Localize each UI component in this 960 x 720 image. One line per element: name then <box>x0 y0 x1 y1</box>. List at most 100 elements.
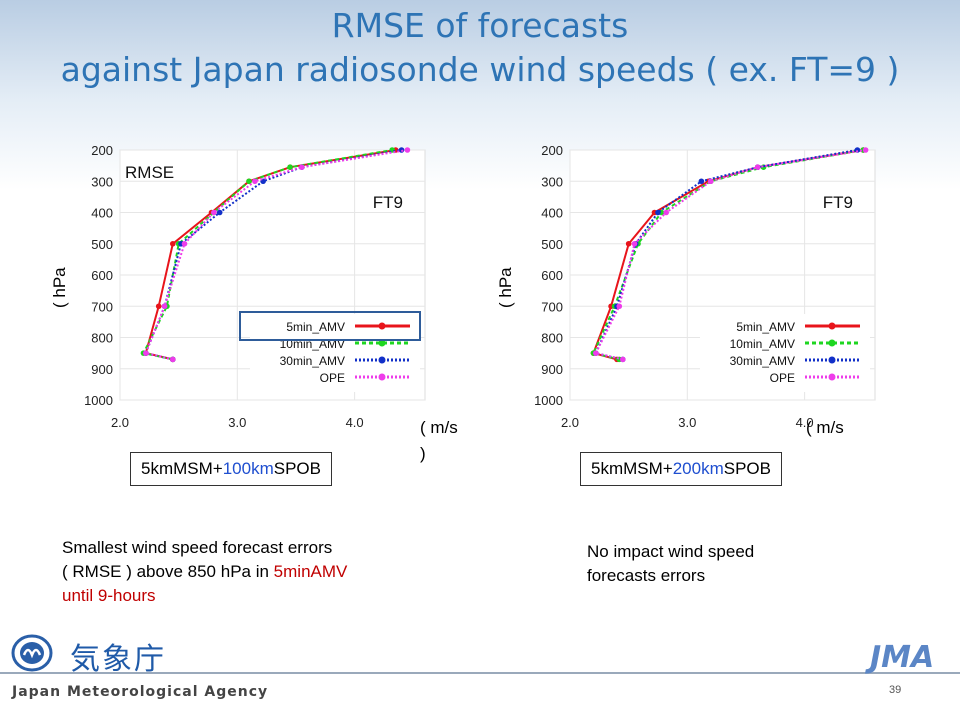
agency-kanji: 気象庁 <box>70 642 166 677</box>
y-tick-label: 700 <box>91 299 113 314</box>
slide-title: RMSE of forecasts against Japan radioson… <box>0 4 960 92</box>
x-tick-label: 3.0 <box>678 415 696 430</box>
y-tick-label: 800 <box>541 331 563 346</box>
legend-marker-OPE <box>828 373 836 381</box>
left-x-axis-label-tail: ) <box>420 444 426 463</box>
agency-name: Japan Meteorological Agency <box>12 684 269 700</box>
left-config-label: 5kmMSM+100kmSPOB <box>130 452 332 486</box>
right-config-suffix: SPOB <box>723 459 771 478</box>
legend-label-OPE: OPE <box>320 371 345 385</box>
legend-marker-30min_AMV <box>378 356 386 364</box>
title-line-2: against Japan radiosonde wind speeds ( e… <box>60 50 900 89</box>
x-tick-label: 4.0 <box>346 415 364 430</box>
legend-highlight-box <box>239 311 421 341</box>
data-point-OPE <box>754 164 761 170</box>
left-config-highlight: 100km <box>222 459 274 478</box>
data-point-5min_AMV <box>169 240 176 247</box>
y-tick-label: 200 <box>541 143 563 158</box>
chart-left-svg: 200 300 400 500 600 700 800 900 1000 2.0 3.0 4.0 RMS… <box>84 143 426 430</box>
data-point-OPE <box>616 303 623 310</box>
legend-marker-5min_AMV <box>828 322 836 330</box>
legend-marker-5min_AMV <box>378 322 386 330</box>
data-point-OPE <box>211 209 217 216</box>
chart-right-svg: 200 300 400 500 600 700 800 900 1000 2.0 3.0 4.0 FT9… <box>534 143 876 430</box>
y-tick-label: 400 <box>91 206 113 221</box>
right-note-line-1: No impact wind speed <box>587 542 755 561</box>
y-tick-label: 900 <box>541 362 563 377</box>
jma-logo-icon <box>11 634 53 672</box>
data-point-10min_AMV <box>287 164 293 170</box>
y-tick-label: 900 <box>91 362 113 377</box>
data-point-OPE <box>169 356 176 363</box>
ft-label: FT9 <box>373 193 403 212</box>
data-point-OPE <box>404 147 411 153</box>
y-tick-label: 400 <box>541 206 563 221</box>
left-note-line-2: ( RMSE ) above 850 hPa in 5minAMV <box>62 560 347 584</box>
data-point-OPE <box>663 209 669 216</box>
x-tick-label: 2.0 <box>561 415 579 430</box>
series-line-OPE <box>144 149 408 361</box>
left-note-line-2b: 5minAMV <box>273 562 348 581</box>
legend-marker-OPE <box>378 373 386 381</box>
right-config-highlight: 200km <box>672 459 724 478</box>
legend-label-30min_AMV: 30min_AMV <box>730 354 795 368</box>
y-tick-label: 300 <box>541 174 563 189</box>
x-tick-label: 2.0 <box>111 415 129 430</box>
rmse-label: RMSE <box>125 163 174 182</box>
left-config-prefix: 5kmMSM+ <box>141 459 223 478</box>
legend-marker-10min_AMV <box>828 339 836 347</box>
y-tick-label: 600 <box>91 268 113 283</box>
chart-left: 200 300 400 500 600 700 800 900 1000 2.0 3.0 4.0 RMS… <box>50 135 480 435</box>
series-line-OPE <box>594 149 866 361</box>
y-tick-label: 300 <box>91 174 113 189</box>
data-point-OPE <box>862 147 869 153</box>
y-tick-label: 1000 <box>84 393 113 408</box>
page-number: 39 <box>889 684 902 696</box>
right-x-axis-label: ( m/s <box>806 418 844 437</box>
right-y-axis-label: ( hPa <box>496 267 515 308</box>
data-point-OPE <box>143 350 149 356</box>
y-tick-label: 1000 <box>534 393 563 408</box>
legend-marker-30min_AMV <box>828 356 836 364</box>
data-point-30min_AMV <box>698 178 705 185</box>
series-line-10min_AMV <box>592 149 864 361</box>
data-point-OPE <box>619 356 626 363</box>
x-tick-label: 4.0 <box>796 415 814 430</box>
chart-right: 200 300 400 500 600 700 800 900 1000 2.0 3.0 4.0 FT9… <box>500 135 930 435</box>
data-point-30min_AMV <box>854 147 861 153</box>
data-point-10min_AMV <box>246 178 252 185</box>
left-x-axis-label: ( m/s <box>420 418 458 437</box>
data-point-30min_AMV <box>655 209 661 216</box>
legend-marker-10min_AMV <box>378 339 386 347</box>
x-tick-label: 3.0 <box>228 415 246 430</box>
left-note-line-2a: ( RMSE ) above 850 hPa in <box>62 562 274 581</box>
left-y-axis-label: ( hPa <box>50 267 69 308</box>
data-point-OPE <box>707 178 714 185</box>
right-note-line-2: forecasts errors <box>587 566 706 585</box>
legend-label-OPE: OPE <box>770 371 795 385</box>
series-line-10min_AMV <box>142 149 393 361</box>
legend-label-5min_AMV: 5min_AMV <box>736 320 795 334</box>
left-config-suffix: SPOB <box>273 459 321 478</box>
data-point-OPE <box>593 350 599 356</box>
data-point-OPE <box>252 178 258 185</box>
y-tick-label: 500 <box>541 237 563 252</box>
legend-label-30min_AMV: 30min_AMV <box>280 354 345 368</box>
y-tick-label: 500 <box>91 237 113 252</box>
data-point-30min_AMV <box>216 209 223 216</box>
title-line-1: RMSE of forecasts <box>331 6 629 45</box>
ft-label: FT9 <box>823 193 853 212</box>
left-note-line-1: Smallest wind speed forecast errors <box>62 538 333 557</box>
y-tick-label: 200 <box>91 143 113 158</box>
data-point-OPE <box>299 164 305 170</box>
data-point-OPE <box>161 303 168 310</box>
data-point-5min_AMV <box>155 303 162 310</box>
left-note-line-3: until 9-hours <box>62 586 156 605</box>
right-config-label: 5kmMSM+200kmSPOB <box>580 452 782 486</box>
data-point-OPE <box>181 240 188 247</box>
y-tick-label: 800 <box>91 331 113 346</box>
data-point-OPE <box>631 240 638 247</box>
footer-divider <box>0 672 960 674</box>
y-tick-label: 600 <box>541 268 563 283</box>
right-config-prefix: 5kmMSM+ <box>591 459 673 478</box>
